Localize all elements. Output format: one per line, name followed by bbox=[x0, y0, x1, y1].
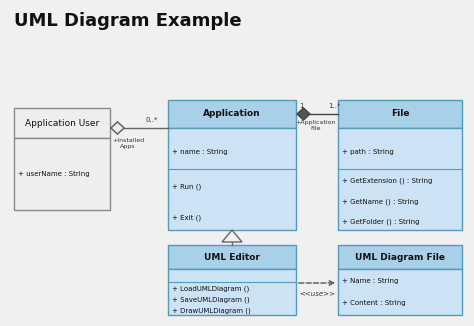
Bar bbox=[168, 269, 296, 315]
Bar bbox=[168, 100, 296, 128]
Text: + DrawUMLDiagram (): + DrawUMLDiagram () bbox=[172, 307, 251, 314]
Text: +Application
File: +Application File bbox=[296, 120, 336, 131]
Text: 1: 1 bbox=[299, 103, 303, 109]
Text: + userName : String: + userName : String bbox=[18, 171, 90, 177]
Text: File: File bbox=[391, 110, 409, 118]
Text: 1..*: 1..* bbox=[328, 103, 340, 109]
Text: UML Diagram Example: UML Diagram Example bbox=[14, 12, 242, 30]
Text: UML Diagram File: UML Diagram File bbox=[355, 253, 445, 261]
Text: + name : String: + name : String bbox=[172, 150, 228, 156]
Bar bbox=[338, 128, 462, 230]
Text: <<use>>: <<use>> bbox=[299, 291, 335, 297]
Text: + SaveUMLDiagram (): + SaveUMLDiagram () bbox=[172, 296, 250, 303]
Text: Application: Application bbox=[203, 110, 261, 118]
Text: + LoadUMLDiagram (): + LoadUMLDiagram () bbox=[172, 285, 249, 292]
Bar bbox=[168, 128, 296, 230]
Text: 0..*: 0..* bbox=[146, 117, 158, 123]
Polygon shape bbox=[111, 122, 124, 134]
Bar bbox=[14, 138, 110, 210]
Text: + Name : String: + Name : String bbox=[342, 277, 398, 284]
Text: + Run (): + Run () bbox=[172, 184, 201, 190]
Bar bbox=[168, 245, 296, 269]
Polygon shape bbox=[297, 108, 310, 120]
Text: +Installed
Apps: +Installed Apps bbox=[112, 138, 144, 149]
Text: + GetName () : String: + GetName () : String bbox=[342, 198, 419, 205]
Text: UML Editor: UML Editor bbox=[204, 253, 260, 261]
Polygon shape bbox=[222, 230, 242, 242]
Text: + GetFolder () : String: + GetFolder () : String bbox=[342, 219, 419, 225]
Bar bbox=[338, 100, 462, 128]
Bar bbox=[14, 108, 110, 138]
Bar bbox=[338, 245, 462, 269]
Text: + GetExtension () : String: + GetExtension () : String bbox=[342, 178, 432, 184]
Text: + path : String: + path : String bbox=[342, 150, 394, 156]
Text: + Exit (): + Exit () bbox=[172, 215, 201, 221]
Text: + Content : String: + Content : String bbox=[342, 301, 406, 306]
Text: Application User: Application User bbox=[25, 118, 99, 127]
Bar bbox=[338, 269, 462, 315]
